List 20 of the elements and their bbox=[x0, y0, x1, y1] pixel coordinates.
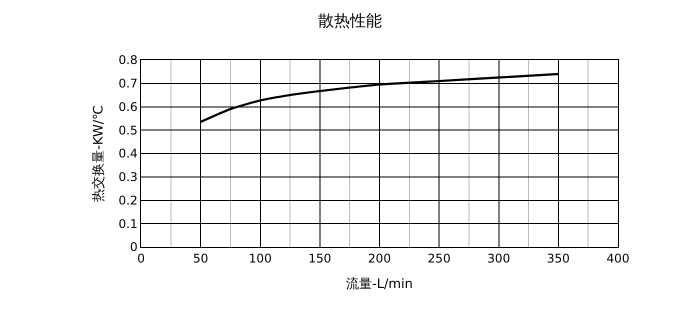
y-tick-label: 0.6 bbox=[118, 100, 138, 114]
x-axis-title: 流量-L/min bbox=[346, 276, 413, 292]
x-tick-label: 250 bbox=[428, 251, 451, 266]
x-tick-label: 400 bbox=[606, 251, 630, 266]
y-tick-label: 0.4 bbox=[118, 146, 138, 161]
y-tick-label: 0.1 bbox=[118, 216, 138, 231]
x-tick-label: 100 bbox=[248, 251, 272, 266]
x-tick-label: 200 bbox=[368, 251, 391, 266]
y-tick-label: 0.2 bbox=[118, 193, 138, 208]
y-tick-label: 0 bbox=[130, 240, 138, 254]
y-tick-label: 0.8 bbox=[118, 53, 138, 68]
y-tick-label: 0.3 bbox=[118, 170, 138, 184]
y-tick-label: 0.7 bbox=[118, 76, 138, 91]
x-tick-label: 150 bbox=[308, 251, 332, 266]
chart-title: 散热性能 bbox=[318, 10, 382, 30]
x-tick-label: 350 bbox=[546, 251, 570, 266]
y-axis-title: 热交换量-KW/℃ bbox=[90, 105, 106, 202]
x-tick-label: 50 bbox=[192, 251, 208, 266]
x-tick-label: 300 bbox=[487, 251, 510, 266]
y-tick-label: 0.5 bbox=[118, 123, 138, 138]
